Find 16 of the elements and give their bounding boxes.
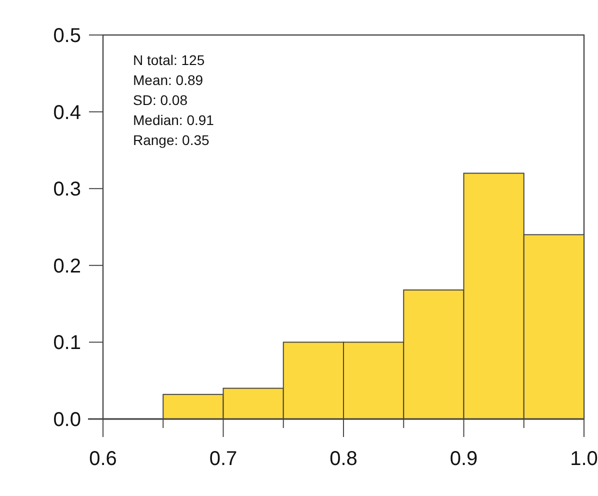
x-tick-label: 0.9 — [450, 448, 478, 470]
y-tick-label: 0.1 — [53, 332, 81, 354]
y-tick-label: 0.3 — [53, 178, 81, 201]
annotation: N total: 125 — [133, 52, 205, 68]
annotation: SD: 0.08 — [133, 92, 188, 108]
x-tick-label: 0.8 — [330, 448, 358, 470]
annotation: Range: 0.35 — [133, 132, 210, 148]
annotation: Mean: 0.89 — [133, 72, 204, 88]
y-tick-label: 0.2 — [53, 255, 81, 278]
x-tick-label: 0.7 — [209, 448, 238, 470]
y-tick-label: 0.4 — [53, 102, 81, 124]
x-tick-label: 1.0 — [570, 448, 598, 470]
annotation: Median: 0.91 — [133, 112, 214, 128]
y-tick-label: 0.0 — [53, 409, 81, 431]
x-tick-label: 0.6 — [89, 448, 117, 470]
y-tick-label: 0.5 — [53, 25, 81, 47]
